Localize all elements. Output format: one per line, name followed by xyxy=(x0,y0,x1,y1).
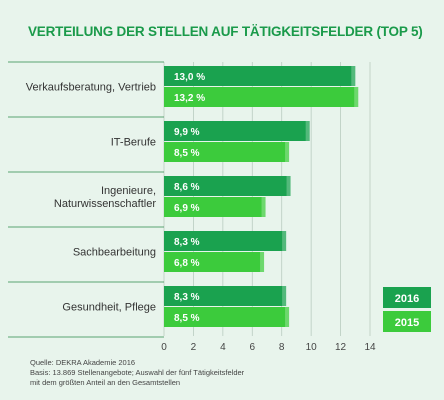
category-label-2: Ingenieure, xyxy=(101,185,156,197)
bar-2016-2 xyxy=(164,176,291,196)
category-label-1: IT-Berufe xyxy=(111,137,156,149)
legend: 2016 2015 xyxy=(383,287,431,332)
category-labels: Verkaufsberatung, Vertrieb IT-Berufe Ingen… xyxy=(26,82,157,314)
chart-title: VERTEILUNG DER STELLEN AUF TÄTIGKEITSFEL… xyxy=(28,24,423,39)
value-label-2016-4: 8,3 % xyxy=(174,292,200,303)
legend-label-2015: 2015 xyxy=(395,317,419,329)
bars: 13,0 % 13,2 % 9,9 % 8,5 % 8,6 % 6,9 % 8,3 % 6,8… xyxy=(164,66,359,327)
value-label-2015-0: 13,2 % xyxy=(174,93,205,104)
category-label-4: Gesundheit, Pflege xyxy=(62,302,156,314)
value-label-2015-4: 8,5 % xyxy=(174,313,200,324)
value-label-2015-1: 8,5 % xyxy=(174,148,200,159)
tick-label-10: 10 xyxy=(306,342,318,353)
legend-swatch-2016 xyxy=(383,287,431,308)
bar-edge-2016-4 xyxy=(282,286,287,306)
bar-2015-4 xyxy=(164,307,290,327)
value-label-2016-3: 8,3 % xyxy=(174,237,200,248)
tick-label-14: 14 xyxy=(364,342,376,353)
category-separators xyxy=(8,61,164,338)
tick-label-2: 2 xyxy=(191,342,197,353)
chart-footer: Quelle: DEKRA Akademie 2016 Basis: 13.86… xyxy=(30,358,430,388)
bar-2015-0 xyxy=(164,87,359,107)
tick-label-8: 8 xyxy=(279,342,285,353)
bar-2015-3 xyxy=(164,252,265,272)
bar-2016-1 xyxy=(164,121,310,141)
bar-edge-2015-4 xyxy=(285,307,290,327)
bar-edge-2015-1 xyxy=(285,142,290,162)
value-label-2015-2: 6,9 % xyxy=(174,203,200,214)
bar-2015-2 xyxy=(164,197,266,217)
legend-label-2016: 2016 xyxy=(395,293,419,305)
bar-edge-2015-2 xyxy=(261,197,266,217)
x-axis-ticks: 0 2 4 6 8 10 12 14 xyxy=(161,342,376,353)
bar-edge-2016-0 xyxy=(351,66,356,86)
category-label-2: Naturwissenschaftler xyxy=(54,198,156,210)
bar-2016-4 xyxy=(164,286,287,306)
tick-label-4: 4 xyxy=(220,342,226,353)
tick-label-6: 6 xyxy=(250,342,256,353)
bar-edge-2016-1 xyxy=(305,121,310,141)
tick-label-0: 0 xyxy=(161,342,167,353)
source-note: Quelle: DEKRA Akademie 2016 xyxy=(30,358,136,367)
bar-edge-2015-3 xyxy=(260,252,265,272)
bar-2015-1 xyxy=(164,142,290,162)
category-label-0: Verkaufsberatung, Vertrieb xyxy=(26,82,156,94)
bar-edge-2015-0 xyxy=(354,87,359,107)
value-label-2015-3: 6,8 % xyxy=(174,258,200,269)
bar-2016-3 xyxy=(164,231,287,251)
value-label-2016-2: 8,6 % xyxy=(174,182,200,193)
bar-edge-2016-2 xyxy=(286,176,291,196)
bar-edge-2016-3 xyxy=(282,231,287,251)
basis-note-2: mit dem größten Anteil an den Gesamtstel… xyxy=(30,378,181,387)
value-label-2016-0: 13,0 % xyxy=(174,72,205,83)
basis-note-1: Basis: 13.869 Stellenangebote; Auswahl d… xyxy=(30,368,245,377)
bar-2016-0 xyxy=(164,66,356,86)
value-label-2016-1: 9,9 % xyxy=(174,127,200,138)
category-label-3: Sachbearbeitung xyxy=(73,247,156,259)
legend-swatch-2015 xyxy=(383,311,431,332)
tick-label-12: 12 xyxy=(335,342,347,353)
